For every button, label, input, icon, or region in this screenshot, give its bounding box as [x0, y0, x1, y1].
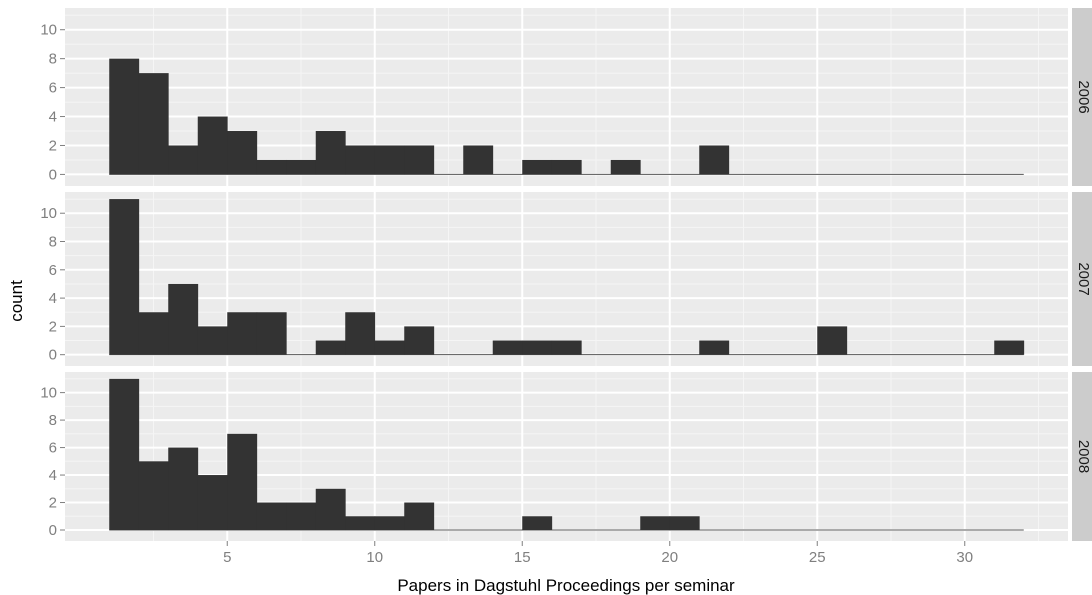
y-tick-label: 10 — [40, 205, 57, 222]
histogram-bar — [315, 131, 346, 175]
facet-panel-2006: 0 2 4 6 8 10 2006 — [40, 8, 1092, 186]
x-tick-label: 25 — [809, 549, 826, 566]
y-tick-label: 6 — [49, 262, 57, 279]
y-tick-label: 10 — [40, 22, 57, 39]
histogram-bar — [404, 145, 435, 175]
y-tick-label: 6 — [49, 440, 57, 457]
histogram-bar — [227, 433, 258, 531]
histogram-bar — [610, 159, 641, 175]
x-tick-label: 10 — [366, 549, 383, 566]
histogram-bar — [109, 378, 140, 531]
histogram-bar — [168, 283, 199, 355]
facet-panel-2008: 0 2 4 6 8 10 2008 — [40, 372, 1092, 541]
histogram-bar — [699, 340, 730, 355]
facet-strip-label: 2008 — [1075, 440, 1092, 473]
x-axis-title: Papers in Dagstuhl Proceedings per semin… — [397, 576, 735, 595]
histogram-bar — [138, 461, 169, 531]
x-tick-label: 5 — [223, 549, 231, 566]
histogram-bar — [994, 340, 1025, 355]
y-tick-label: 4 — [49, 109, 57, 126]
histogram-bar — [197, 116, 228, 175]
histogram-bar — [197, 326, 228, 355]
histogram-bar — [345, 145, 376, 175]
facet-strip-2007 — [1072, 192, 1092, 366]
histogram-bar — [315, 340, 346, 355]
y-tick-label: 8 — [49, 51, 57, 68]
histogram-bar — [345, 312, 376, 355]
histogram-bar — [669, 516, 700, 531]
histogram-bar — [374, 340, 405, 355]
histogram-bar — [138, 312, 169, 355]
y-tick-label: 4 — [49, 467, 57, 484]
y-axis-title: count — [7, 280, 26, 322]
histogram-bar — [522, 159, 553, 175]
y-tick-label: 8 — [49, 412, 57, 429]
y-tick-label: 2 — [49, 495, 57, 512]
histogram-bar — [168, 447, 199, 531]
y-tick-label: 8 — [49, 234, 57, 251]
histogram-bar — [227, 312, 258, 355]
histogram-bar — [522, 340, 553, 355]
x-axis: 5 10 15 20 25 30 — [223, 541, 973, 566]
facet-panels: 0 2 4 6 8 10 2006 0 2 4 6 8 10 2007 0 2 4 6 8 10 2008 — [40, 8, 1092, 541]
x-tick-label: 30 — [956, 549, 973, 566]
facet-strip-label: 2007 — [1075, 262, 1092, 295]
histogram-bar — [168, 145, 199, 175]
histogram-bar — [404, 326, 435, 355]
y-tick-label: 0 — [49, 522, 57, 539]
histogram-bar — [227, 131, 258, 175]
y-tick-label: 2 — [49, 318, 57, 335]
histogram-bar — [256, 159, 287, 175]
histogram-bar — [256, 312, 287, 355]
histogram-bar — [551, 340, 582, 355]
histogram-bar — [138, 73, 169, 175]
histogram-bar — [345, 516, 376, 531]
histogram-bar — [197, 475, 228, 531]
x-tick-label: 20 — [661, 549, 678, 566]
x-tick-label: 15 — [514, 549, 531, 566]
histogram-bar — [109, 199, 140, 355]
histogram-bar — [551, 159, 582, 175]
y-tick-label: 6 — [49, 80, 57, 97]
histogram-bar — [286, 159, 317, 175]
histogram-bar — [522, 516, 553, 531]
histogram-bar — [256, 502, 287, 531]
histogram-bar — [374, 516, 405, 531]
histogram-bar — [404, 502, 435, 531]
facet-strip-2006 — [1072, 8, 1092, 186]
histogram-bar — [463, 145, 494, 175]
histogram-bar — [374, 145, 405, 175]
facet-strip-label: 2006 — [1075, 80, 1092, 113]
facet-strip-2008 — [1072, 372, 1092, 541]
histogram-bar — [109, 58, 140, 175]
y-tick-label: 10 — [40, 385, 57, 402]
y-tick-label: 2 — [49, 137, 57, 154]
y-tick-label: 4 — [49, 290, 57, 307]
histogram-bar — [492, 340, 523, 355]
facet-panel-2007: 0 2 4 6 8 10 2007 — [40, 192, 1092, 366]
y-tick-label: 0 — [49, 166, 57, 183]
y-tick-label: 0 — [49, 347, 57, 364]
histogram-bar — [315, 488, 346, 531]
histogram-bar — [817, 326, 848, 355]
histogram-bar — [699, 145, 730, 175]
histogram-bar — [286, 502, 317, 531]
histogram-bar — [640, 516, 671, 531]
